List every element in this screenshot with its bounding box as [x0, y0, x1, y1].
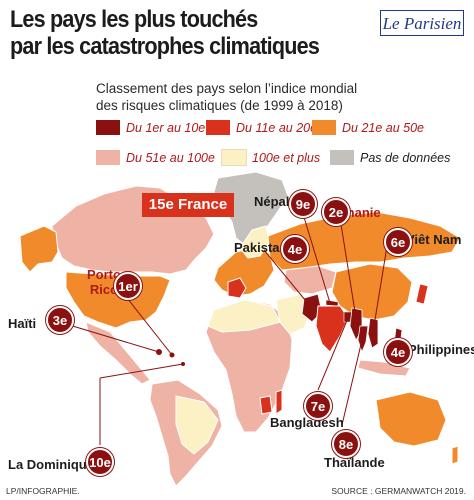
legend-item-11-20: Du 11e au 20e [206, 120, 317, 135]
subtitle-line-1: Classement des pays selon l’indice mondi… [96, 81, 358, 96]
rank-badge-birmanie: 2e [322, 198, 350, 226]
legend-swatch-100-plus [221, 149, 247, 166]
rank-badge-philippines: 4e [384, 338, 412, 366]
legend-swatch-no-data [330, 150, 354, 165]
map-australia [375, 391, 447, 447]
rank-badge-nepal: 9e [289, 190, 317, 218]
map-japan [415, 283, 429, 305]
map-madagascar [275, 389, 283, 415]
map-vietnam [367, 317, 379, 349]
map-new-zealand [451, 445, 459, 465]
map-china [331, 263, 413, 321]
rank-badge-haiti: 3e [46, 306, 74, 334]
legend-swatch-top10 [96, 120, 120, 135]
source-text: SOURCE : GERMANWATCH 2019. [331, 486, 466, 496]
rank-badge-puerto-rico: 1er [114, 272, 142, 300]
label-philippines: Philippines [408, 342, 474, 357]
label-haiti: Haïti [8, 316, 37, 331]
map-usa [65, 271, 171, 329]
legend-item-51-100: Du 51e au 100e [96, 150, 215, 165]
legend-label-no-data: Pas de données [360, 150, 451, 165]
legend-label-top10: Du 1er au 10e [126, 120, 206, 135]
label-la-dominique: La Dominique [8, 457, 94, 472]
label-puerto-rico: Porto Rico [87, 267, 121, 297]
map-mexico [85, 321, 151, 385]
map-brazil [175, 395, 219, 455]
page-title: Les pays les plus touchés par les catast… [10, 6, 321, 60]
legend-label-100-plus: 100e et plus [252, 150, 321, 165]
map-north-africa [207, 299, 281, 333]
title-line-2: par les catastrophes climatiques [10, 33, 320, 60]
credit-text: LP/INFOGRAPHIE. [6, 486, 80, 496]
rank-badge-viet-nam: 6e [384, 228, 412, 256]
map-subtitle: Classement des pays selon l’indice mondi… [96, 80, 396, 114]
map-nepal [325, 299, 339, 307]
map-thailand [357, 325, 369, 354]
legend-item-21-50: Du 21e au 50e [312, 120, 424, 135]
le-parisien-logo: Le Parisien [380, 10, 464, 36]
rank-badge-la-dominique: 10e [86, 448, 114, 476]
france-highlight: 15e France [142, 193, 234, 217]
legend-swatch-21-50 [312, 120, 336, 135]
label-viet-nam: Viêt Nam [406, 232, 462, 247]
map-india [315, 305, 349, 353]
map-france [227, 277, 247, 299]
legend-swatch-11-20 [206, 120, 230, 135]
map-mozambique [259, 395, 273, 415]
legend-item-no-data: Pas de données [330, 150, 450, 165]
map-indonesia [357, 359, 411, 377]
label-thailande: Thaïlande [324, 455, 385, 470]
subtitle-line-2: des risques climatiques (de 1999 à 2018) [96, 98, 343, 113]
legend-item-top10: Du 1er au 10e [96, 120, 205, 135]
label-nepal: Népal [254, 194, 290, 209]
rank-badge-bangladesh: 7e [304, 392, 332, 420]
legend-label-21-50: Du 21e au 50e [342, 120, 425, 135]
rank-badge-thailande: 8e [332, 430, 360, 458]
legend-label-11-20: Du 11e au 20e [236, 120, 318, 135]
legend-label-51-100: Du 51e au 100e [126, 150, 215, 165]
legend-swatch-51-100 [96, 150, 120, 165]
rank-badge-pakistan: 4e [281, 235, 309, 263]
map-central-asia [283, 265, 337, 295]
legend-item-100-plus: 100e et plus [221, 149, 321, 166]
label-bangladesh: Bangladesh [270, 415, 344, 430]
title-line-1: Les pays les plus touchés [10, 6, 258, 33]
label-pakistan: Pakistan [234, 240, 288, 255]
map-alaska [19, 225, 59, 273]
